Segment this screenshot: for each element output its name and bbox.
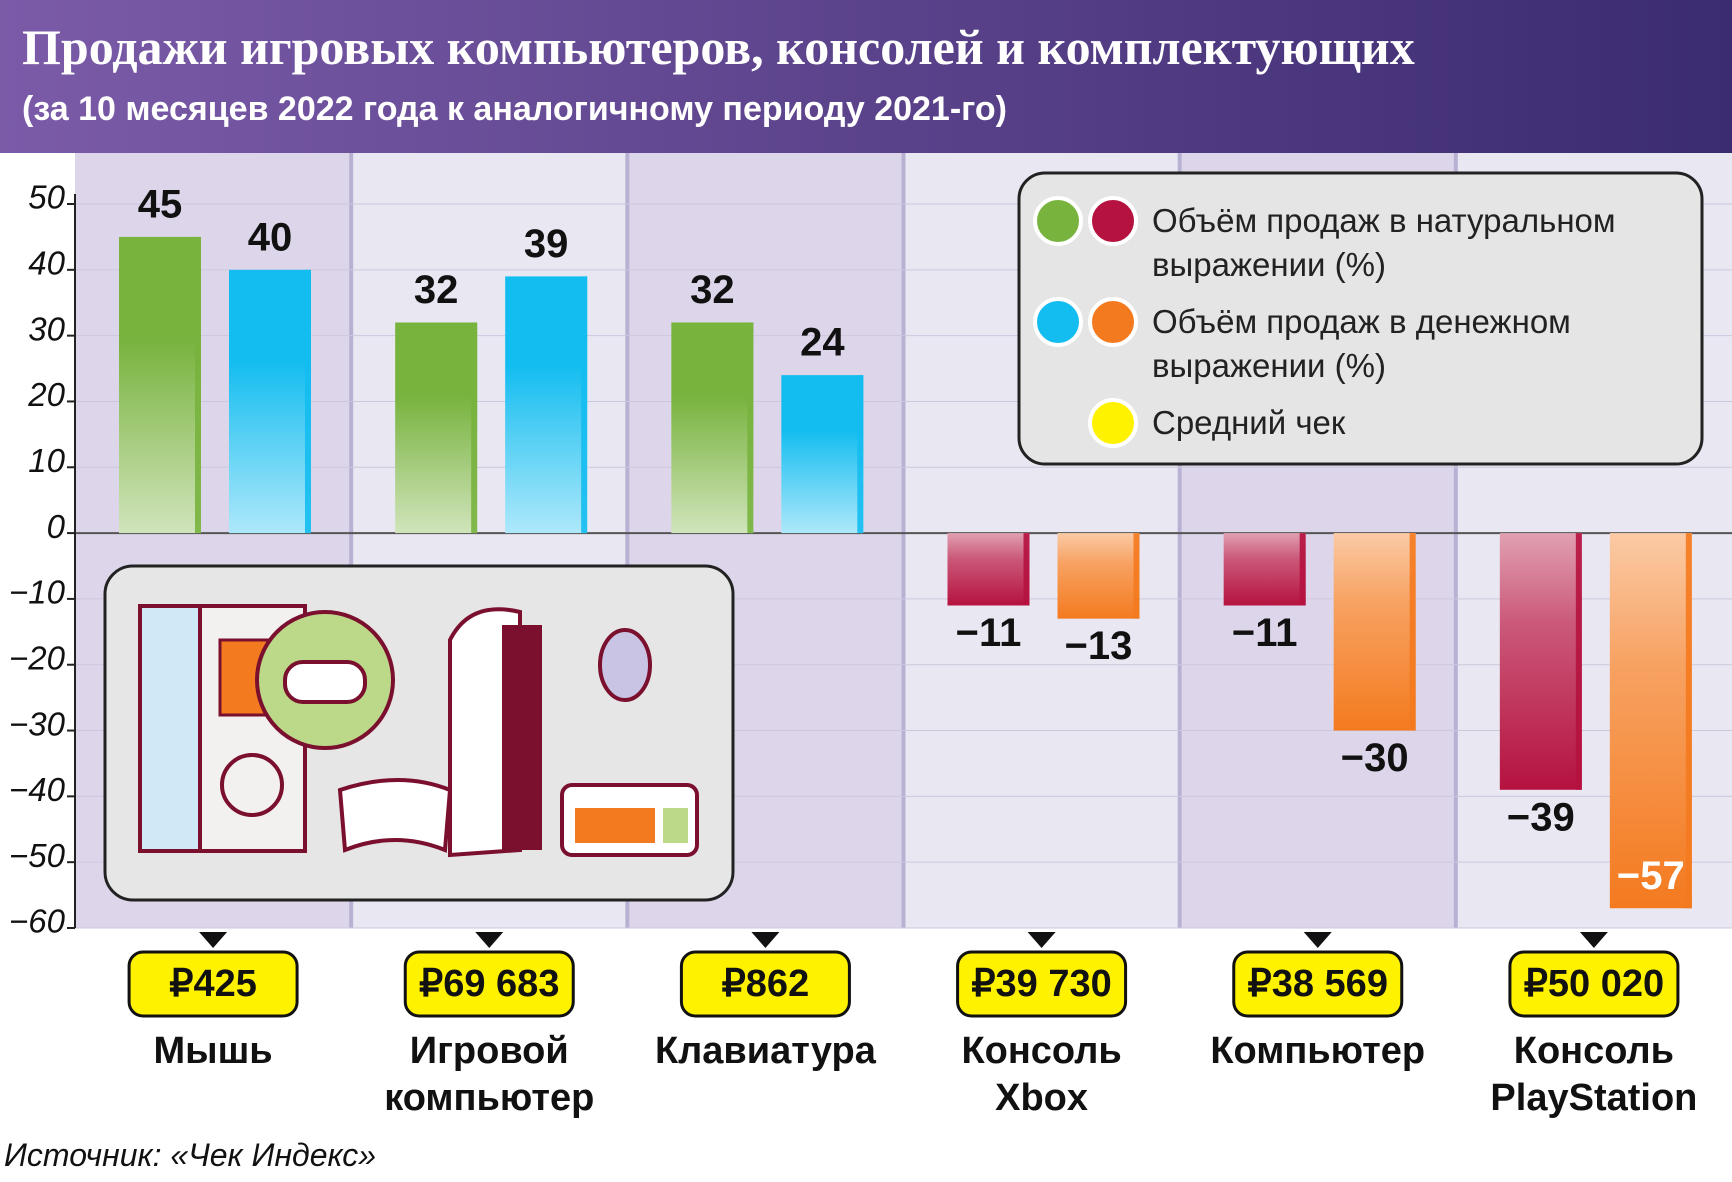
value-label: −57 <box>1617 854 1685 898</box>
value-label: 32 <box>690 268 735 312</box>
y-tick-label: −50 <box>9 837 66 874</box>
bar <box>1609 533 1692 909</box>
legend-swatch <box>1088 398 1138 448</box>
y-tick-label: 20 <box>27 376 65 413</box>
bar-edge <box>581 276 588 534</box>
bar <box>229 269 311 534</box>
bar-edge <box>1133 533 1140 619</box>
x-tick-label: Консоль PlayStation <box>1490 1030 1698 1119</box>
value-label: 32 <box>414 268 459 312</box>
bar-edge <box>195 236 201 534</box>
chart-title: Продажи игровых компьютеров, консолей и … <box>22 19 1415 75</box>
bar <box>781 375 864 534</box>
legend-swatch <box>1033 196 1083 246</box>
value-label: −11 <box>956 611 1022 655</box>
bar <box>1499 533 1582 790</box>
average-check-box <box>1508 950 1680 1018</box>
bar-edge <box>1299 533 1306 606</box>
y-tick-label: 40 <box>28 245 65 282</box>
y-tick-label: −40 <box>9 771 66 808</box>
bar-edge <box>471 322 478 534</box>
average-check-label: ₽69 683 <box>419 963 559 1005</box>
legend-label: Объём продаж в натуральном выражении (%) <box>1152 202 1616 283</box>
bar <box>671 322 754 534</box>
y-tick-label: −10 <box>9 574 66 611</box>
pointer <box>1303 932 1332 948</box>
pointer <box>751 932 780 948</box>
average-check-label: ₽425 <box>169 963 257 1005</box>
y-tick-label: 50 <box>28 179 65 216</box>
y-tick-label: −20 <box>9 639 66 676</box>
bar-edge <box>1575 533 1582 790</box>
legend-box <box>1017 171 1704 466</box>
average-check-box <box>679 950 851 1018</box>
bar-edge <box>747 322 754 534</box>
value-label: 45 <box>138 182 183 226</box>
bar <box>1333 533 1416 731</box>
x-tick-label: Компьютер <box>1210 1030 1426 1072</box>
pointer <box>1027 932 1056 948</box>
average-check-box <box>127 950 299 1018</box>
value-label: −13 <box>1065 624 1133 668</box>
legend-swatch <box>1088 297 1138 347</box>
bar-edge <box>1409 533 1416 731</box>
average-check-box <box>956 950 1128 1018</box>
bar-edge <box>305 269 311 534</box>
x-tick-label: Клавиатура <box>654 1030 876 1072</box>
value-label: 40 <box>248 215 293 259</box>
chart-subtitle: (за 10 месяцев 2022 года к аналогичному … <box>22 90 1007 128</box>
bar <box>1057 533 1140 619</box>
average-check-label: ₽39 730 <box>971 963 1111 1005</box>
y-tick-label: 30 <box>28 310 65 347</box>
x-tick-label: Консоль Xbox <box>961 1030 1122 1119</box>
value-label: 24 <box>800 321 845 365</box>
x-tick-label: Игровой компьютер <box>384 1030 595 1119</box>
y-tick-label: 0 <box>47 508 66 545</box>
bar <box>505 276 588 534</box>
illustration <box>103 564 735 902</box>
bar-edge <box>1023 533 1030 606</box>
value-label: −30 <box>1341 736 1409 780</box>
bar <box>119 236 201 534</box>
y-tick-label: −60 <box>9 903 66 940</box>
bar-edge <box>857 375 864 534</box>
bar-edge <box>1685 533 1692 909</box>
bar <box>947 533 1030 606</box>
legend-swatch <box>1088 196 1138 246</box>
value-label: −11 <box>1232 611 1298 655</box>
average-check-label: ₽50 020 <box>1524 963 1664 1005</box>
legend-swatch <box>1033 297 1083 347</box>
average-check-label: ₽862 <box>722 963 810 1005</box>
header-band <box>0 0 1732 153</box>
y-tick-label: 10 <box>28 442 65 479</box>
legend-label: Объём продаж в денежном выражении (%) <box>1152 303 1571 384</box>
pointer <box>475 932 504 948</box>
x-tick-label: Мышь <box>153 1030 273 1072</box>
value-label: 39 <box>524 222 569 266</box>
average-check-box <box>403 950 575 1018</box>
source-note: Источник: «Чек Индекс» <box>4 1137 377 1173</box>
average-check-label: ₽38 569 <box>1248 963 1388 1005</box>
average-check-box <box>1232 950 1404 1018</box>
pointer <box>199 932 228 948</box>
pointer <box>1579 932 1608 948</box>
value-label: −39 <box>1507 795 1575 839</box>
bar <box>1223 533 1306 606</box>
y-tick-label: −30 <box>9 705 66 742</box>
legend-label: Средний чек <box>1152 404 1346 441</box>
bar <box>395 322 478 534</box>
